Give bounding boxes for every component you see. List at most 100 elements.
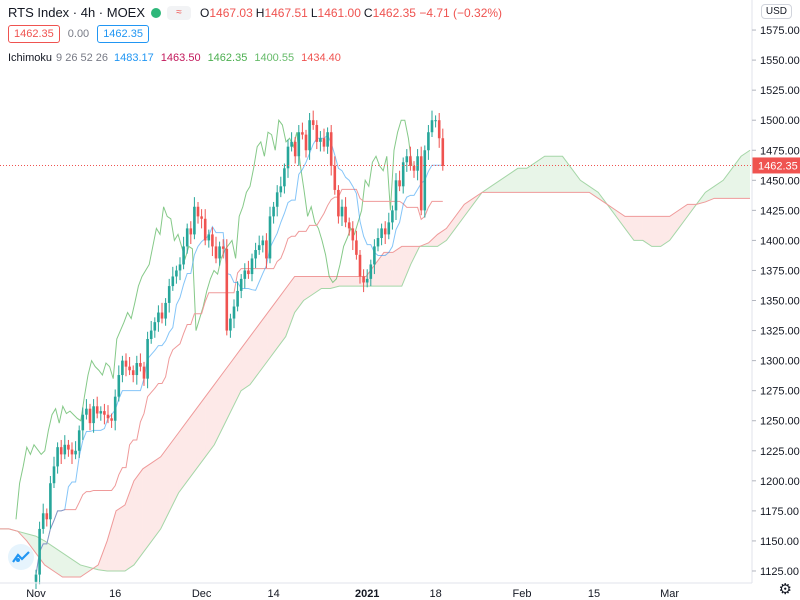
candle-body: [171, 276, 175, 287]
currency-badge[interactable]: USD: [760, 4, 792, 19]
price-tick-label: 1425.00: [760, 205, 800, 217]
symbol-legend[interactable]: RTS Index · 4h · MOEX ≈ O1467.03 H1467.51…: [8, 5, 502, 20]
candle-body: [236, 290, 239, 307]
cloud-segment: [705, 186, 715, 202]
cloud-segment: [178, 420, 188, 493]
ohlc-values: O1467.03 H1467.51 L1461.00 C1462.35 −4.71 (…: [197, 6, 502, 20]
price-tick-label: 1250.00: [760, 416, 800, 428]
candle-body: [207, 234, 211, 241]
last-price-tag: [752, 157, 800, 174]
cloud-segment: [258, 312, 268, 373]
buy-price-box[interactable]: 1462.35: [97, 25, 149, 43]
gear-icon[interactable]: ⚙: [778, 581, 792, 598]
candle-body: [52, 466, 56, 484]
cloud-segment: [62, 552, 72, 577]
candle-body: [265, 240, 268, 259]
candle-body: [315, 125, 319, 142]
candle-body: [391, 210, 394, 223]
price-tick-label: 1175.00: [760, 506, 799, 518]
cloud-segment: [169, 432, 179, 511]
candle-body: [293, 141, 297, 157]
time-tick-label: Dec: [192, 588, 212, 600]
price-tick-label: 1200.00: [760, 476, 800, 488]
candle-body: [383, 228, 387, 235]
candle-body: [297, 132, 301, 157]
candle-body: [121, 360, 124, 376]
price-tick-label: 1575.00: [760, 25, 800, 37]
cloud-segment: [241, 336, 250, 391]
candle-body: [142, 366, 146, 379]
cloud-segment: [375, 252, 384, 287]
price-tick-label: 1375.00: [760, 265, 800, 277]
cloud-segment: [267, 300, 277, 361]
cloud-segment: [214, 372, 224, 445]
candle-body: [135, 363, 139, 376]
candle-body: [139, 363, 142, 367]
cloud-segment: [232, 348, 242, 409]
candle-body: [394, 180, 398, 211]
candle-body: [308, 120, 311, 151]
candle-body: [243, 270, 247, 279]
candle-body: [344, 206, 347, 223]
candle-body: [41, 513, 45, 529]
candle-body: [88, 408, 92, 424]
time-tick-label: 14: [267, 588, 279, 600]
candle-body: [247, 270, 250, 275]
candle-body: [221, 246, 225, 249]
candle-body: [358, 254, 362, 277]
candle-body: [351, 228, 355, 241]
price-tick-label: 1350.00: [760, 296, 800, 308]
candle-body: [434, 120, 437, 122]
candle-body: [369, 264, 373, 279]
time-tick-label: 18: [429, 588, 441, 600]
indicator-values: 1483.17 1463.50 1462.35 1400.55 1434.40: [114, 52, 348, 64]
cloud-segment: [428, 234, 438, 247]
cloud-segment: [303, 276, 313, 301]
candle-body: [153, 322, 157, 331]
candle-body: [347, 222, 351, 229]
indicator-value: 1400.55: [254, 52, 295, 64]
cloud-segment: [633, 216, 643, 241]
candle-body: [319, 138, 322, 142]
indicator-value: 1463.50: [160, 52, 201, 64]
candle-body: [376, 238, 380, 247]
time-tick-label: Nov: [26, 588, 46, 600]
cloud-segment: [571, 168, 581, 193]
candle-body: [128, 366, 131, 371]
candle-body: [232, 306, 236, 319]
candle-body: [275, 192, 279, 207]
cloud-segment: [187, 408, 197, 481]
candle-body: [272, 206, 275, 217]
tradingview-logo-icon[interactable]: [8, 544, 34, 570]
candle-body: [175, 270, 178, 277]
ohlc-key: H: [255, 5, 265, 20]
ohlc-key: L: [310, 5, 318, 20]
candle-body: [67, 444, 70, 450]
cloud-segment: [133, 468, 143, 565]
candle-body: [423, 150, 427, 211]
compare-button[interactable]: ≈: [167, 5, 192, 20]
candle-body: [365, 278, 369, 283]
indicator-legend[interactable]: Ichimoku 9 26 52 26 1483.17 1463.50 1462.3…: [8, 52, 348, 64]
candle-body: [412, 165, 416, 171]
cloud-segment: [44, 540, 54, 571]
candle-body: [283, 168, 286, 187]
candle-body: [301, 132, 304, 135]
cloud-segment: [526, 162, 536, 193]
price-tick-label: 1525.00: [760, 85, 800, 97]
indicator-value: 1462.35: [207, 52, 248, 64]
cloud-segment: [642, 216, 652, 247]
cloud-segment: [53, 546, 63, 577]
candle-body: [290, 141, 293, 147]
candle-body: [200, 216, 203, 219]
price-tick-label: 1450.00: [760, 175, 800, 187]
candle-body: [113, 396, 117, 421]
cloud-segment: [107, 510, 117, 571]
cloud-segment: [285, 276, 295, 337]
price-tick-label: 1325.00: [760, 326, 800, 338]
cloud-segment: [383, 252, 393, 287]
cloud-segment: [26, 533, 36, 553]
sell-price-box[interactable]: 1462.35: [8, 25, 60, 43]
